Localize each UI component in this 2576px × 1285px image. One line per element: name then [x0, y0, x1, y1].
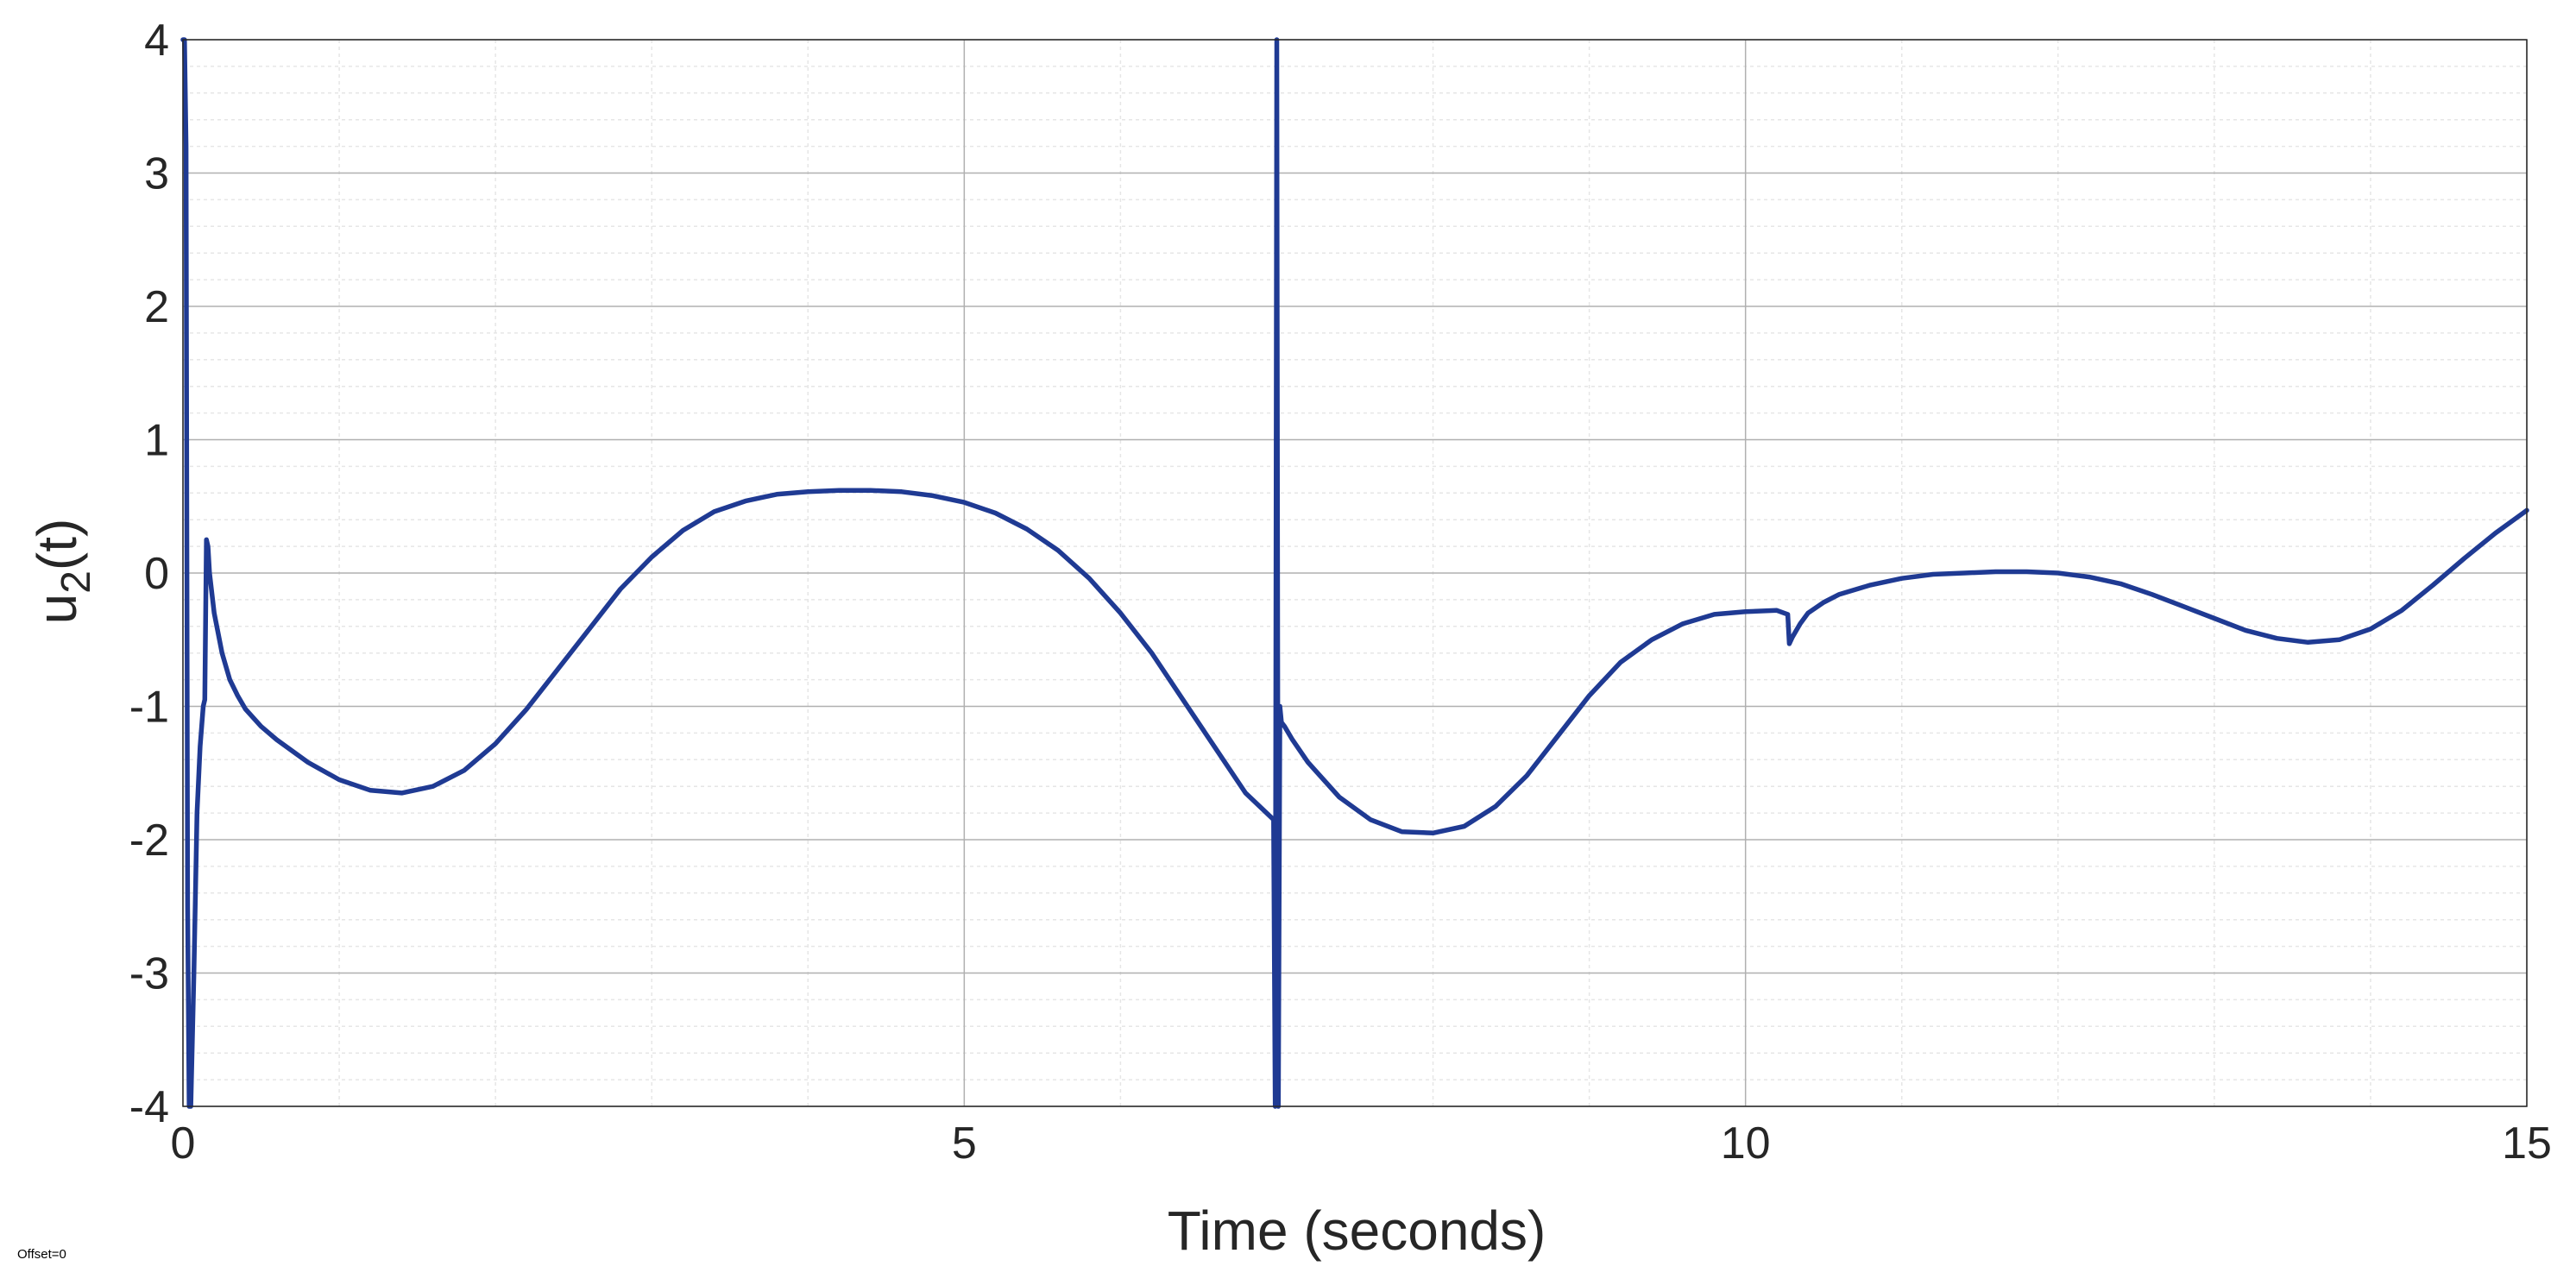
y-tick-labels: 4 3 2 1 0 -1 -2 -3 -4: [129, 16, 169, 1132]
y-tick-label: 1: [144, 416, 169, 466]
y-axis-label-tail: (t): [26, 519, 88, 570]
y-axis-label-main: u: [26, 594, 88, 625]
x-tick-label: 10: [1721, 1118, 1771, 1168]
y-tick-label: 3: [144, 149, 169, 199]
y-axis-label: u2(t): [26, 519, 99, 625]
y-tick-label: -2: [129, 816, 169, 866]
y-tick-label: 0: [144, 549, 169, 599]
plot-area: [180, 37, 2529, 1109]
x-tick-labels: 0 5 10 15: [171, 1118, 2552, 1168]
axes-frame: [182, 39, 2528, 1107]
x-axis-label: Time (seconds): [1168, 1200, 1546, 1262]
y-tick-label: -3: [129, 949, 169, 999]
x-tick-label: 0: [171, 1118, 196, 1168]
y-tick-label: 4: [144, 16, 169, 66]
x-tick-label: 15: [2502, 1118, 2552, 1168]
y-tick-label: -1: [129, 683, 169, 733]
y-tick-label: -4: [129, 1082, 169, 1132]
series-layer: [180, 37, 2529, 1109]
y-tick-label: 2: [144, 282, 169, 332]
series-line: [180, 37, 2529, 1109]
x-tick-label: 5: [952, 1118, 977, 1168]
y-axis-label-subscript: 2: [54, 570, 99, 594]
offset-label: Offset=0: [17, 1247, 66, 1262]
